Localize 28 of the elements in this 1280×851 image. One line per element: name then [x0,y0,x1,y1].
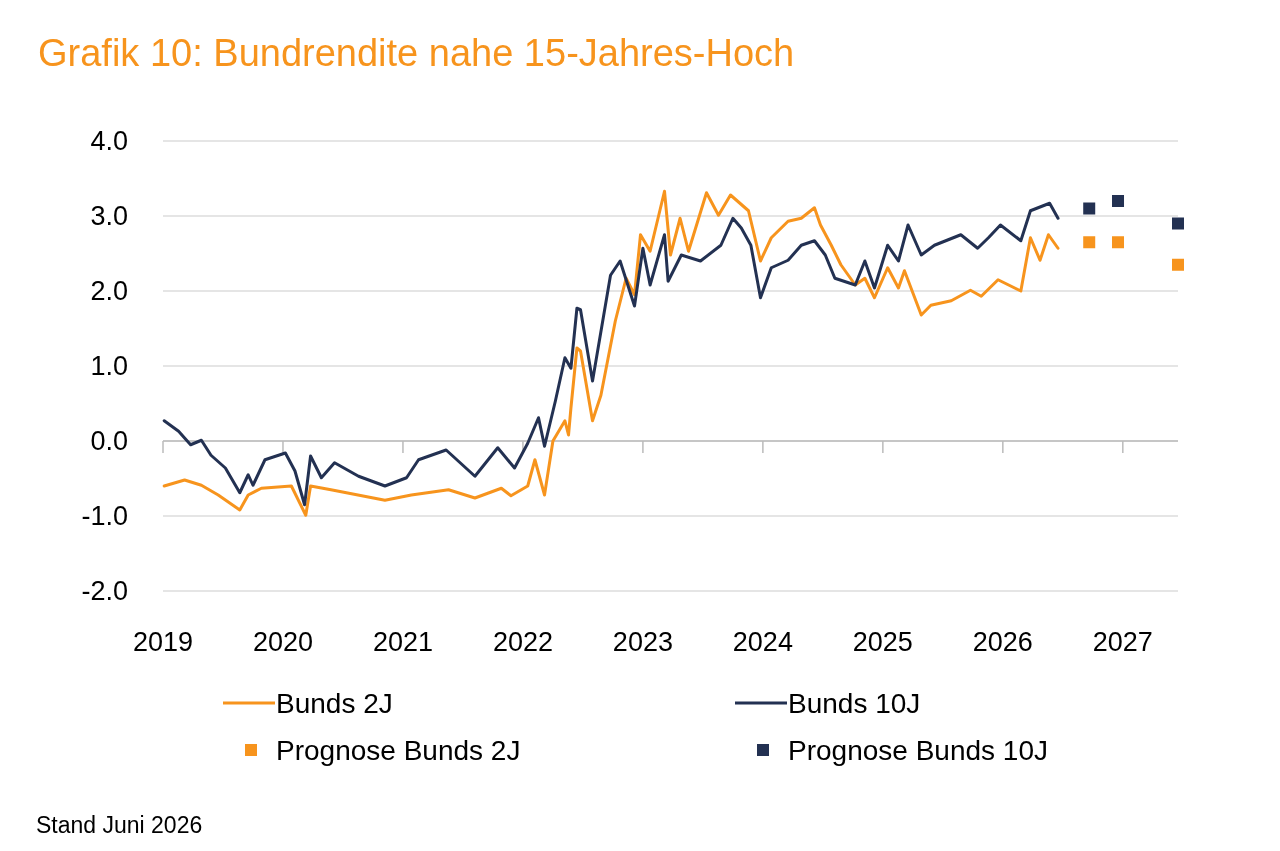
y-tick-label: 1.0 [90,351,128,382]
x-tick-label: 2022 [492,627,553,657]
y-tick-label: 4.0 [90,126,128,157]
x-tick-label: 2019 [132,627,194,657]
legend-label: Prognose Bunds 2J [276,734,521,766]
point [1083,202,1096,215]
point [1172,258,1184,271]
point [1172,217,1184,230]
text: Stand Juni 2026 [36,812,203,838]
legend-label: Bunds 10J [788,687,921,719]
x-tick-label: 2023 [612,627,673,657]
y-tick-label: -1.0 [81,501,128,532]
x-tick-label: 2027 [1092,627,1153,657]
y-tick-label: -2.0 [81,576,128,607]
x-tick-label: 2020 [252,627,314,657]
x-tick-label: 2025 [852,627,913,657]
chart-title: Grafik 10: Bundrendite nahe 15-Jahres-Hoch [38,32,795,74]
y-tick-label: 3.0 [90,201,128,232]
x-tick-label: 2024 [732,627,793,657]
point [1112,236,1125,249]
x-tick-label: 2021 [372,627,433,657]
point [1083,236,1096,249]
x-tick-label: 2026 [972,627,1033,657]
point [1112,195,1125,207]
y-tick-label: 2.0 [90,276,128,307]
legend-label: Bunds 2J [276,687,393,719]
legend-label: Prognose Bunds 10J [788,734,1048,766]
y-tick-label: 0.0 [90,426,128,457]
